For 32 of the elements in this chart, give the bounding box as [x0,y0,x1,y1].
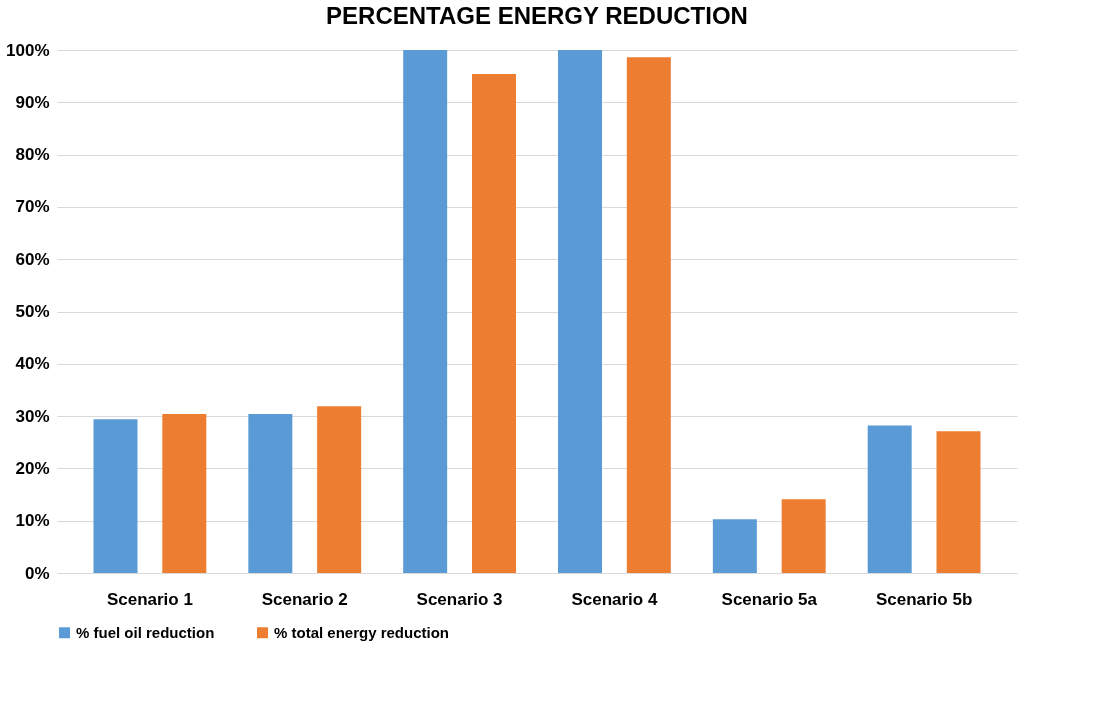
x-tick-label: Scenario 5b [875,589,973,609]
bar [626,57,671,573]
y-tick-label: 10% [15,511,50,531]
bar [781,499,826,573]
y-tick-label: 80% [15,145,50,165]
x-tick-label: Scenario 3 [416,589,503,609]
y-tick-label: 20% [15,458,50,478]
bar [162,414,207,573]
bar [936,431,981,573]
bar [712,519,757,573]
bar [867,425,912,573]
y-tick-label: 0% [24,563,50,583]
x-tick-label: Scenario 2 [261,589,348,609]
bar [471,74,516,573]
x-tick-label: Scenario 1 [106,589,193,609]
bar [403,50,448,573]
bar [317,406,362,573]
y-tick-label: 60% [15,249,50,269]
bar [248,414,293,573]
y-tick-label: 100% [6,40,50,60]
y-tick-label: 30% [15,406,50,426]
x-tick-label: Scenario 4 [571,589,658,609]
y-tick-label: 40% [15,354,50,374]
legend-label: % total energy reduction [274,623,450,641]
bar [93,419,138,573]
bar [558,50,603,573]
y-tick-label: 90% [15,92,50,112]
chart-title: PERCENTAGE ENERGY REDUCTION [326,2,748,29]
y-tick-label: 70% [15,197,50,217]
x-tick-label: Scenario 5a [721,589,818,609]
legend-label: % fuel oil reduction [76,623,215,641]
y-tick-label: 50% [15,302,50,321]
